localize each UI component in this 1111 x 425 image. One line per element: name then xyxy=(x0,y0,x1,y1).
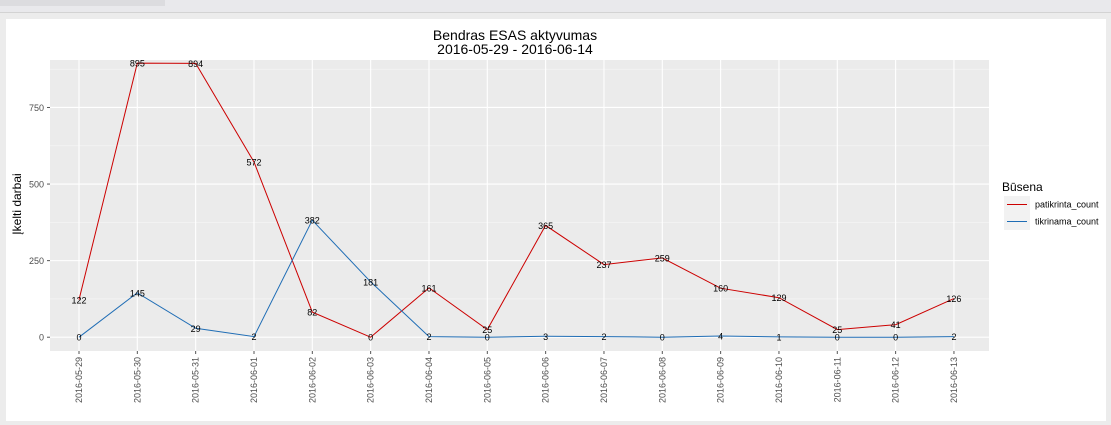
data-label: 365 xyxy=(538,221,553,231)
x-tick-label: 2016-06-03 xyxy=(366,357,376,403)
data-label: 129 xyxy=(771,293,786,303)
series-line-tikrinama_count xyxy=(78,219,954,338)
legend-label: patikrinta_count xyxy=(1035,200,1099,210)
y-axis-label: Įkelti darbai xyxy=(10,173,24,234)
x-axis-ticks: 2016-05-29 2016-05-30 2016-05-31 2016-06-01… xyxy=(74,351,959,403)
y-tick-label: 250 xyxy=(29,256,44,266)
toolbar-tab[interactable] xyxy=(0,0,165,6)
y-tick-label: 500 xyxy=(29,180,44,190)
data-label: 0 xyxy=(368,333,373,343)
data-label: 0 xyxy=(893,333,898,343)
x-tick-label: 2016-05-30 xyxy=(132,357,142,403)
x-tick-label: 2016-06-08 xyxy=(657,357,667,403)
data-label: 25 xyxy=(482,325,492,335)
data-label: 25 xyxy=(832,325,842,335)
data-label: 3 xyxy=(543,332,548,342)
grid-lines xyxy=(50,60,989,351)
data-label: 122 xyxy=(71,295,86,305)
data-label: 4 xyxy=(718,331,723,341)
data-label: 0 xyxy=(76,333,81,343)
y-axis-ticks: 0 250 500 750 xyxy=(29,103,50,343)
x-tick-label: 2016-05-29 xyxy=(74,357,84,403)
x-tick-label: 2016-06-07 xyxy=(599,357,609,403)
data-label: 0 xyxy=(660,333,665,343)
y-tick-label: 750 xyxy=(29,103,44,113)
x-tick-label: 2016-06-11 xyxy=(832,357,842,402)
x-tick-label: 2016-05-31 xyxy=(191,357,201,403)
data-label: 382 xyxy=(305,216,320,226)
data-label: 895 xyxy=(130,59,145,69)
x-tick-label: 2016-06-02 xyxy=(307,357,317,403)
data-label: 0 xyxy=(835,333,840,343)
data-label: 2 xyxy=(601,332,606,342)
data-label: 181 xyxy=(363,277,378,287)
legend: Būsena patikrinta_count tikrinama_count xyxy=(1002,180,1099,230)
data-label: 259 xyxy=(655,253,670,263)
data-label: 2 xyxy=(251,332,256,342)
data-label: 572 xyxy=(246,158,261,168)
data-label: 160 xyxy=(713,284,728,294)
top-toolbar xyxy=(0,0,1111,12)
x-tick-label: 2016-06-04 xyxy=(424,357,434,403)
data-label: 1 xyxy=(776,332,781,342)
chart-subtitle: 2016-05-29 - 2016-06-14 xyxy=(437,41,593,57)
data-label: 126 xyxy=(946,294,961,304)
x-tick-label: 2016-06-12 xyxy=(891,357,901,403)
legend-title: Būsena xyxy=(1002,180,1043,194)
data-label: 145 xyxy=(130,288,145,298)
data-label: 0 xyxy=(485,333,490,343)
x-tick-label: 2016-06-09 xyxy=(716,357,726,403)
data-label: 161 xyxy=(421,283,436,293)
y-tick-label: 0 xyxy=(39,333,44,343)
plot-background xyxy=(50,60,989,351)
toolbar-divider xyxy=(0,12,1111,13)
data-label: 237 xyxy=(596,260,611,270)
chart-title: Bendras ESAS aktyvumas xyxy=(433,27,597,43)
x-tick-label: 2016-06-10 xyxy=(774,357,784,403)
series-line-patikrinta_count xyxy=(78,62,955,338)
x-tick-label: 2016-06-06 xyxy=(541,357,551,403)
data-label: 2 xyxy=(426,332,431,342)
x-tick-label: 2016-06-01 xyxy=(249,357,259,403)
data-label: 41 xyxy=(891,320,901,330)
series-lines xyxy=(78,62,955,338)
data-label: 2 xyxy=(951,332,956,342)
x-tick-label: 2016-06-13 xyxy=(949,357,959,403)
data-label: 82 xyxy=(307,308,317,318)
data-label: 894 xyxy=(188,59,203,69)
x-tick-label: 2016-06-05 xyxy=(482,357,492,403)
data-label: 29 xyxy=(191,324,201,334)
legend-label: tikrinama_count xyxy=(1035,217,1099,227)
